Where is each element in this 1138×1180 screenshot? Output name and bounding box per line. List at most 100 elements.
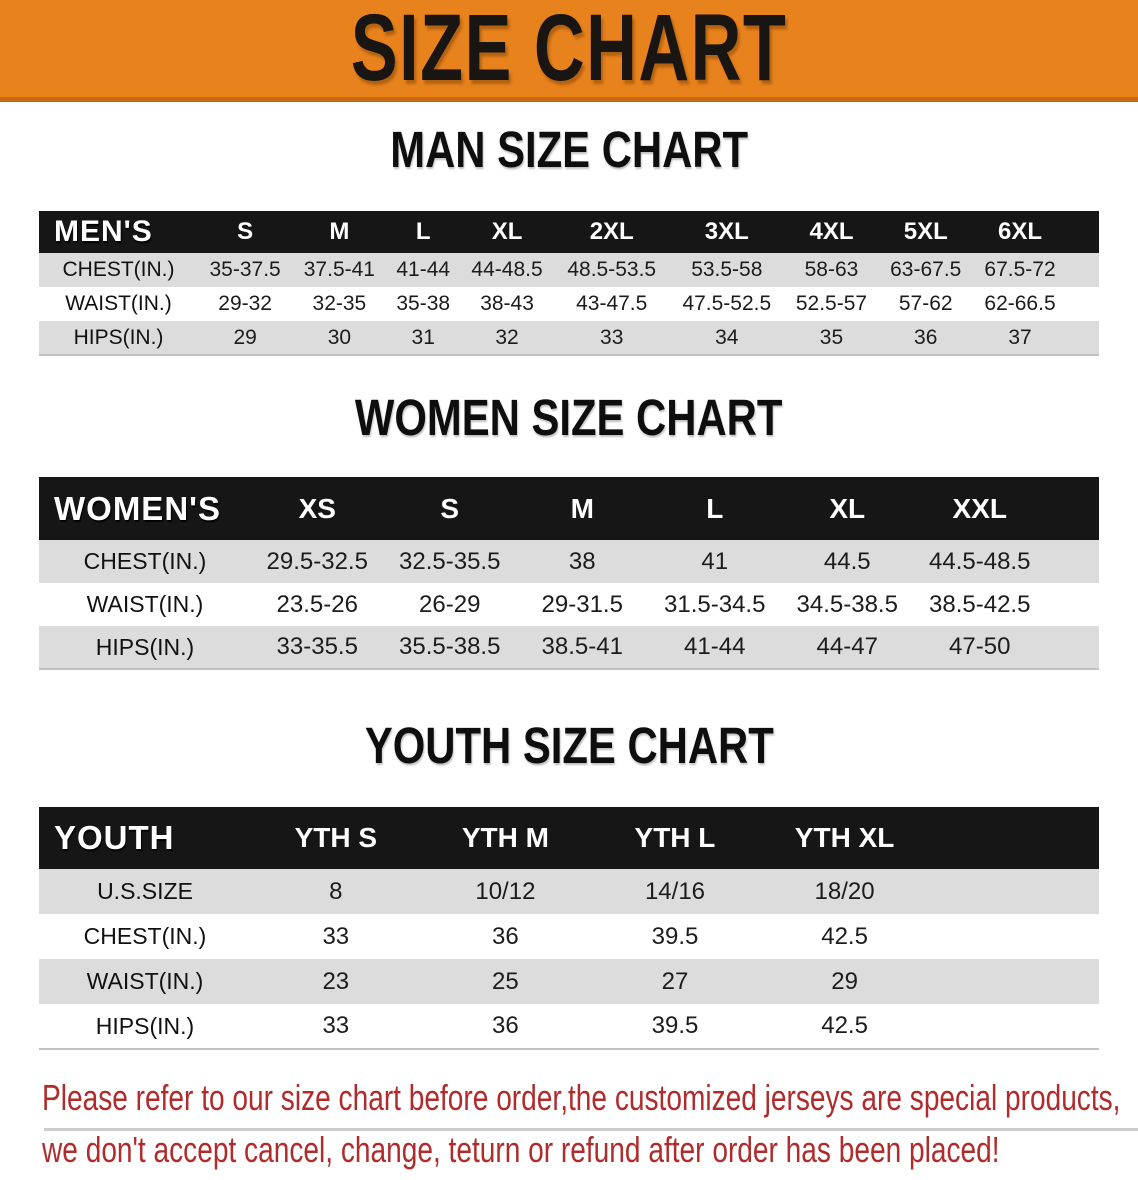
youth-col-l: YTH L [634,822,716,853]
women-section-heading: WOMEN SIZE CHART [0,390,1138,459]
womens-col-xl: XL [829,492,866,524]
cell: 33-35.5 [276,633,358,660]
cell: 44.5-48.5 [929,547,1031,575]
cell: 52.5-57 [795,292,868,315]
cell: 34 [715,325,739,349]
spacer-cell [929,959,1099,1004]
cell: 37 [1008,325,1032,349]
cell: 33 [322,922,350,950]
mens-col-6xl: 6XL [998,218,1043,245]
spacer-cell [1067,321,1099,355]
cell: 58-63 [804,258,859,281]
youth-chest-row: CHEST(IN.) 33 36 39.5 42.5 [39,914,1099,959]
row-label-hips: HIPS(IN.) [95,1012,195,1039]
cell: 47.5-52.5 [682,292,772,315]
womens-waist-row: WAIST(IN.) 23.5-26 26-29 29-31.5 31.5-34… [39,583,1099,626]
cell: 41-44 [684,633,746,660]
cell: 23 [322,967,350,995]
cell: 14/16 [644,877,706,905]
cell: 10/12 [475,877,536,905]
cell: 35-37.5 [209,258,281,281]
cell: 31.5-34.5 [664,590,766,618]
page-title: SIZE CHART [350,0,788,101]
cell: 29-32 [218,292,272,315]
mens-chest-row: CHEST(IN.) 35-37.5 37.5-41 41-44 44-48.5… [39,253,1099,287]
youth-header-row: YOUTH YTH S YTH M YTH L YTH XL [39,807,1099,869]
size-chart-banner: SIZE CHART [0,0,1138,102]
womens-header-row: WOMEN'S XS S M L XL XXL [39,477,1099,540]
mens-col-s: S [237,218,254,245]
youth-hips-row: HIPS(IN.) 33 36 39.5 42.5 [39,1004,1099,1049]
cell: 42.5 [821,1012,868,1039]
womens-col-xs: XS [298,492,336,524]
cell: 44-47 [816,633,878,660]
cell: 63-67.5 [890,258,962,281]
cell: 23.5-26 [276,590,358,618]
cell: 34.5-38.5 [796,590,898,618]
spacer-cell [1046,626,1099,669]
mens-col-l: L [415,218,431,245]
spacer-cell [929,807,1099,869]
cell: 29 [233,325,257,349]
cell: 62-66.5 [984,292,1056,315]
spacer-cell [1067,211,1099,253]
youth-col-s: YTH S [294,822,378,853]
cell: 29.5-32.5 [266,547,368,575]
cell: 29-31.5 [541,590,623,618]
womens-col-m: M [570,492,594,524]
cell: 38 [568,547,596,575]
cell: 30 [327,325,352,349]
cell: 32 [495,325,519,349]
cell: 39.5 [651,1012,699,1039]
cell: 32.5-35.5 [399,547,501,575]
spacer-cell [929,914,1099,959]
cell: 41-44 [396,258,451,281]
mens-col-3xl: 3XL [704,218,749,245]
cell: 35 [819,325,844,349]
spacer-cell [1067,287,1099,321]
cell: 33 [600,325,624,349]
spacer-cell [929,869,1099,914]
cell: 36 [914,325,938,349]
disclaimer-line-2: we don't accept cancel, change, teturn o… [42,1129,1000,1170]
spacer-cell [929,1004,1099,1049]
womens-col-l: L [706,492,724,524]
cell: 27 [661,967,689,995]
men-section-heading-text: MAN SIZE CHART [390,121,748,178]
cell: 38-43 [480,292,534,315]
womens-col-xxl: XXL [952,492,1007,524]
mens-col-5xl: 5XL [903,218,948,245]
womens-hips-row: HIPS(IN.) 33-35.5 35.5-38.5 38.5-41 41-4… [39,626,1099,669]
womens-size-table: WOMEN'S XS S M L XL XXL CHEST(IN.) 29.5-… [39,477,1099,670]
cell: 25 [492,967,519,995]
cell: 35.5-38.5 [399,633,501,660]
cell: 26-29 [419,590,481,618]
youth-section-heading-text: YOUTH SIZE CHART [364,717,774,774]
cell: 33 [322,1012,350,1039]
row-label-chest: CHEST(IN.) [83,923,207,949]
cell: 38.5-41 [541,633,623,660]
cell: 36 [492,922,519,950]
mens-col-m: M [329,218,350,245]
row-label-chest: CHEST(IN.) [62,258,175,281]
cell: 38.5-42.5 [929,590,1031,618]
cell: 41 [701,547,729,575]
youth-col-xl: YTH XL [794,822,895,853]
mens-waist-row: WAIST(IN.) 29-32 32-35 35-38 38-43 43-47… [39,287,1099,321]
womens-chest-row: CHEST(IN.) 29.5-32.5 32.5-35.5 38 41 44.… [39,540,1099,583]
cell: 31 [411,325,435,349]
cell: 53.5-58 [691,258,763,281]
youth-section-heading: YOUTH SIZE CHART [0,718,1138,787]
row-label-waist: WAIST(IN.) [86,591,204,617]
cell: 37.5-41 [303,258,375,281]
spacer-cell [1067,253,1099,287]
row-label-waist: WAIST(IN.) [86,968,204,994]
spacer-cell [1046,583,1099,626]
cell: 43-47.5 [576,292,648,315]
cell: 42.5 [821,922,868,950]
row-label-chest: CHEST(IN.) [83,548,207,574]
cell: 18/20 [814,877,875,905]
cell: 39.5 [651,922,699,950]
cell: 36 [492,1012,519,1039]
youth-waist-row: WAIST(IN.) 23 25 27 29 [39,959,1099,1004]
